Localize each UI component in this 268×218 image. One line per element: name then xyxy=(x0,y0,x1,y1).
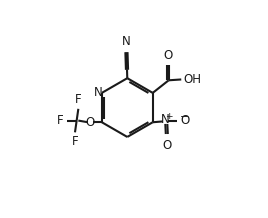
Text: O: O xyxy=(85,116,95,129)
Text: −: − xyxy=(179,112,189,122)
Text: N: N xyxy=(122,36,130,48)
Text: OH: OH xyxy=(183,73,202,86)
Text: F: F xyxy=(75,93,82,106)
Text: +: + xyxy=(165,112,173,121)
Text: N: N xyxy=(161,113,170,126)
Text: F: F xyxy=(57,114,63,127)
Text: O: O xyxy=(180,114,189,127)
Text: O: O xyxy=(162,139,171,152)
Text: F: F xyxy=(72,135,78,148)
Text: N: N xyxy=(94,86,103,99)
Text: O: O xyxy=(163,49,172,62)
